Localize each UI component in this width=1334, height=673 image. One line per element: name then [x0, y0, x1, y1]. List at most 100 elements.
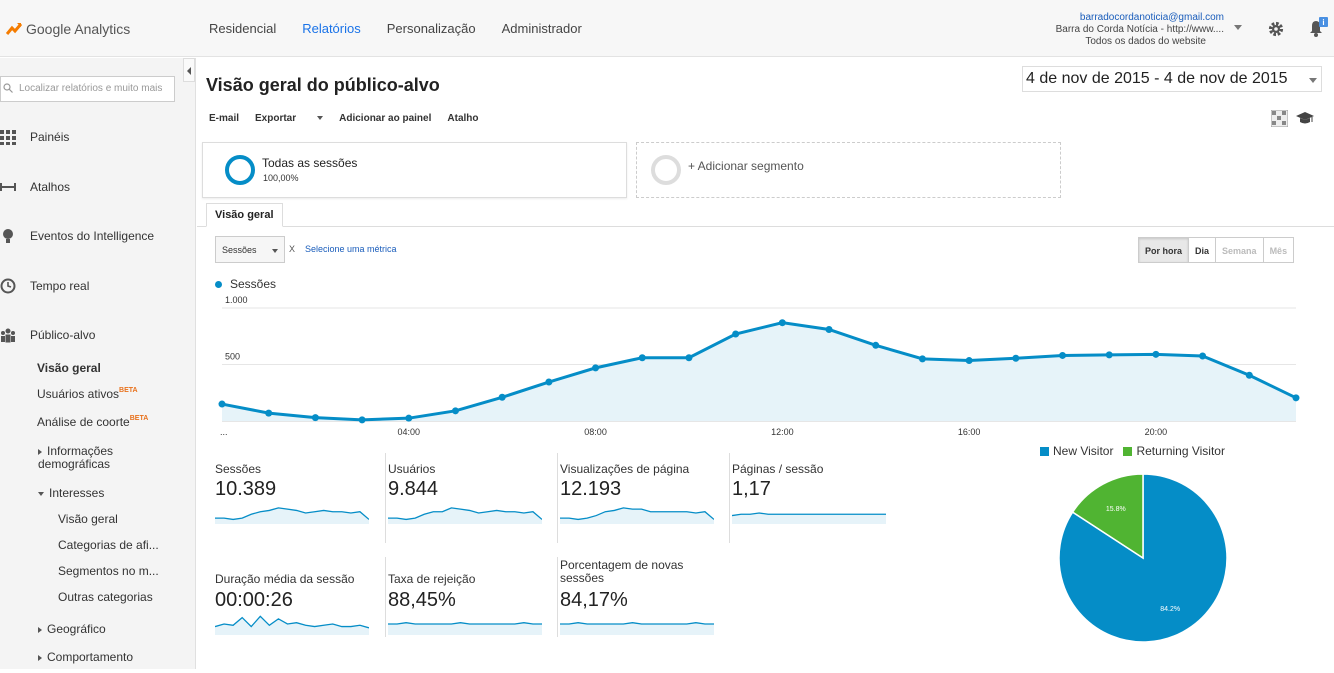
data-point[interactable] [638, 354, 646, 362]
google-analytics-logo[interactable]: Google Analytics [6, 18, 130, 40]
sidebar-in-market-segments[interactable]: Segmentos no m... [58, 564, 159, 578]
beta-badge: BETA [119, 387, 138, 394]
sidebar-item-publico-alvo[interactable]: Público-alvo [0, 325, 95, 345]
sidebar-interests-overview[interactable]: Visão geral [58, 512, 118, 526]
data-point[interactable] [965, 357, 973, 365]
select-metric-link[interactable]: Selecione uma métrica [305, 244, 397, 254]
sidebar-item-label: Atalhos [30, 180, 71, 194]
sparkline-line [560, 507, 714, 521]
shortcut-button[interactable]: Atalho [447, 113, 479, 124]
data-point[interactable] [405, 414, 413, 422]
sidebar-demographics[interactable]: Informações demográficas [38, 445, 148, 471]
sidebar-interests[interactable]: Interesses [38, 486, 104, 500]
kpi-card[interactable]: Porcentagem de novas sessões 84,17% [557, 557, 727, 637]
beta-badge: BETA [129, 415, 149, 422]
kpi-sparkline [388, 622, 542, 635]
tab-visao-geral[interactable]: Visão geral [206, 203, 283, 227]
tab-relatorios[interactable]: Relatórios [302, 21, 361, 36]
graduation-cap-icon[interactable] [1296, 110, 1314, 126]
pie-data-label: 15.8% [1106, 506, 1126, 513]
date-range-picker[interactable]: 4 de nov de 2015 - 4 de nov de 2015 [1022, 66, 1322, 92]
data-point[interactable] [451, 407, 459, 415]
data-point[interactable] [1152, 350, 1160, 358]
period-hourly-button[interactable]: Por hora [1138, 237, 1190, 263]
kpi-label: Porcentagem de novas sessões [560, 558, 684, 585]
chevron-down-icon [272, 249, 278, 253]
data-point[interactable] [1105, 351, 1113, 359]
data-point[interactable] [732, 330, 740, 338]
period-day-button[interactable]: Dia [1188, 237, 1217, 263]
pie-legend-new[interactable]: New Visitor [1040, 444, 1113, 458]
sparkline-area [560, 507, 714, 524]
export-button[interactable]: Exportar [255, 113, 324, 124]
sidebar-audience-overview[interactable]: Visão geral [37, 361, 101, 375]
account-selector[interactable]: barradocordanoticia@gmail.com Barra do C… [1056, 12, 1224, 48]
gear-icon[interactable] [1267, 20, 1285, 38]
add-segment-button[interactable]: + Adicionar segmento [636, 142, 1061, 198]
sparkline-area [215, 616, 369, 635]
notification-bell-icon[interactable]: i [1306, 17, 1328, 39]
kpi-value: 84,17% [560, 589, 628, 611]
legend-swatch [1040, 447, 1049, 457]
data-point[interactable] [218, 400, 226, 408]
sidebar-affinity-categories[interactable]: Categorias de afi... [58, 538, 159, 552]
data-point[interactable] [685, 354, 693, 362]
sidebar-item-paineis[interactable]: Painéis [0, 127, 69, 147]
kpi-card[interactable]: Visualizações de página 12.193 [557, 453, 727, 543]
data-point[interactable] [265, 409, 273, 417]
data-point[interactable] [825, 325, 833, 333]
x-tick-label: 04:00 [398, 427, 421, 437]
data-point[interactable] [545, 378, 553, 386]
collapse-sidebar-button[interactable] [183, 58, 195, 82]
tab-administrador[interactable]: Administrador [501, 21, 582, 36]
sidebar-active-users[interactable]: Usuários ativosBETA [37, 387, 138, 401]
period-month-button[interactable]: Mês [1262, 237, 1295, 263]
data-point[interactable] [592, 364, 600, 372]
kpi-card[interactable]: Páginas / sessão 1,17 [729, 453, 899, 543]
sidebar-item-tempo-real[interactable]: Tempo real [0, 276, 89, 296]
data-point[interactable] [872, 341, 880, 349]
pie-data-label: 84.2% [1160, 606, 1180, 613]
kpi-value: 1,17 [732, 478, 771, 500]
segment-percentage: 100,00% [263, 173, 299, 183]
chevron-down-icon[interactable] [1234, 25, 1242, 30]
data-point[interactable] [1245, 371, 1253, 379]
segment-ring-icon [651, 155, 681, 185]
data-point[interactable] [778, 319, 786, 327]
account-email: barradocordanoticia@gmail.com [1079, 12, 1224, 23]
pie-legend: New Visitor Returning Visitor [1040, 444, 1235, 458]
email-button[interactable]: E-mail [209, 113, 240, 124]
sidebar-item-eventos[interactable]: Eventos do Intelligence [0, 226, 154, 246]
data-point[interactable] [311, 414, 319, 422]
add-to-dashboard-button[interactable]: Adicionar ao painel [339, 113, 432, 124]
sidebar-geo[interactable]: Geográfico [38, 622, 106, 636]
kpi-card[interactable]: Sessões 10.389 [213, 453, 383, 543]
data-point[interactable] [1059, 351, 1067, 359]
sidebar-other-categories[interactable]: Outras categorias [58, 590, 153, 604]
pie-slice[interactable] [1071, 473, 1144, 560]
pie-legend-returning[interactable]: Returning Visitor [1123, 444, 1225, 458]
tab-residencial[interactable]: Residencial [209, 21, 277, 36]
sparkline-line [215, 507, 369, 521]
sidebar-item-atalhos[interactable]: Atalhos [0, 177, 70, 197]
segment-all-sessions[interactable]: Todas as sessões 100,00% [202, 142, 627, 198]
search-input[interactable]: Localizar relatórios e muito mais [0, 76, 175, 102]
data-point[interactable] [498, 393, 506, 401]
tab-personalizacao[interactable]: Personalização [386, 21, 476, 36]
kpi-card[interactable]: Usuários 9.844 [385, 453, 555, 543]
series-dot [215, 280, 222, 288]
data-point[interactable] [358, 416, 366, 424]
sidebar-behavior[interactable]: Comportamento [38, 650, 133, 664]
data-point[interactable] [1199, 352, 1207, 360]
kpi-card[interactable]: Duração média da sessão 00:00:26 [213, 557, 383, 637]
kpi-card[interactable]: Taxa de rejeição 88,45% [385, 557, 555, 637]
data-point[interactable] [918, 355, 926, 363]
metric-selector[interactable]: Sessões [215, 236, 285, 263]
sampling-icon[interactable] [1271, 110, 1288, 127]
series-area [222, 322, 1296, 421]
data-point[interactable] [1292, 394, 1300, 402]
remove-metric-button[interactable]: X [289, 244, 296, 254]
sidebar-cohort-analysis[interactable]: Análise de coorteBETA [37, 415, 148, 429]
data-point[interactable] [1012, 354, 1020, 362]
period-week-button[interactable]: Semana [1215, 237, 1264, 263]
